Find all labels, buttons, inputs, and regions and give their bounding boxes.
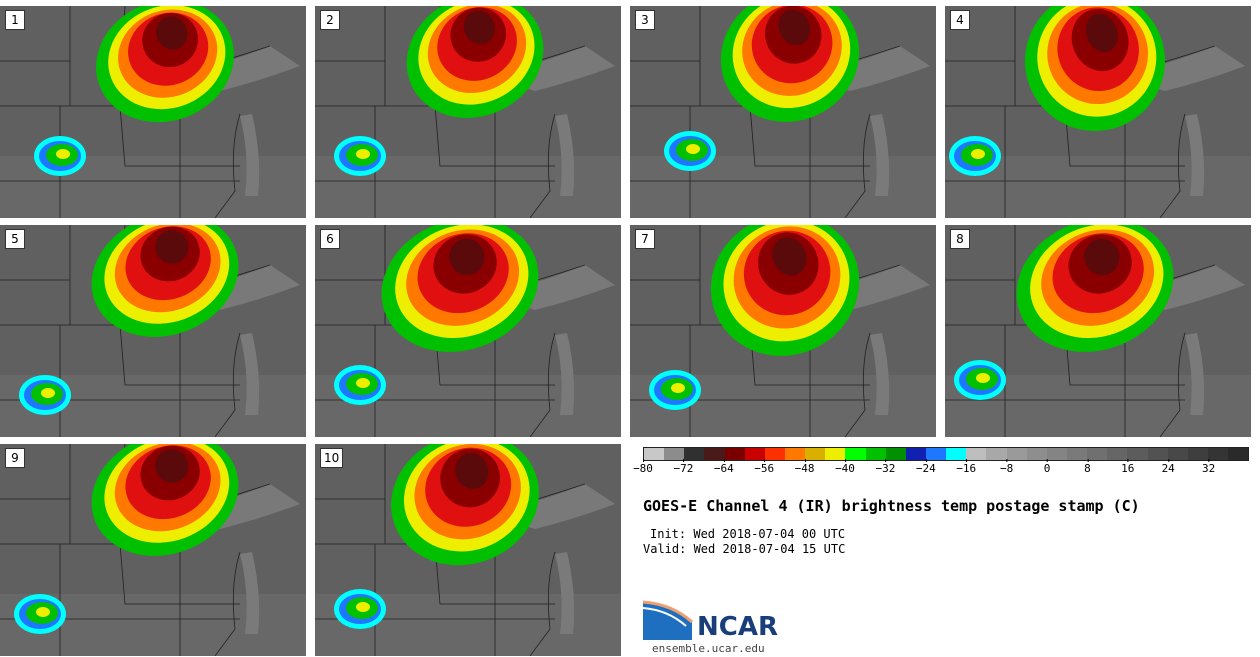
valid-time: Valid: Wed 2018-07-04 15 UTC <box>643 542 846 556</box>
colorbar-tick-label: 0 <box>1043 459 1051 475</box>
colorbar-segment <box>925 448 947 460</box>
colorbar-segment <box>1066 448 1088 460</box>
panel-number-label: 4 <box>950 10 970 30</box>
colorbar-segment <box>1207 448 1229 460</box>
panel-map: 3 <box>630 6 936 218</box>
satellite-ir-map <box>315 444 621 656</box>
panel-map: 4 <box>945 6 1251 218</box>
init-time: Init: Wed 2018-07-04 00 UTC <box>650 527 846 541</box>
colorbar-segment <box>784 448 806 460</box>
satellite-ir-map <box>0 6 306 218</box>
panel-number-label: 6 <box>320 229 340 249</box>
colorbar-segment <box>905 448 926 460</box>
colorbar-segment <box>1006 448 1027 460</box>
colorbar-segment <box>1228 448 1249 460</box>
colorbar-segment <box>986 448 1007 460</box>
colorbar-segment <box>1167 448 1188 460</box>
panel-map: 10 <box>315 444 621 656</box>
panel-map: 7 <box>630 225 936 437</box>
colorbar-segment <box>724 448 745 460</box>
colorbar-segment <box>704 448 725 460</box>
chart-title: GOES-E Channel 4 (IR) brightness temp po… <box>643 497 1140 515</box>
satellite-ir-map <box>0 444 306 656</box>
satellite-ir-map <box>315 6 621 218</box>
colorbar-segment <box>865 448 886 460</box>
ncar-logo-icon <box>642 600 694 640</box>
colorbar-segment <box>684 448 705 460</box>
panel-map: 9 <box>0 444 306 656</box>
satellite-ir-map <box>0 225 306 437</box>
colorbar-tick-label: −40 <box>835 459 855 475</box>
colorbar <box>643 447 1249 461</box>
panel-number-label: 8 <box>950 229 970 249</box>
colorbar-segment <box>1046 448 1067 460</box>
panel-map: 8 <box>945 225 1251 437</box>
logo-url: ensemble.ucar.edu <box>652 642 765 655</box>
colorbar-tick-label: −72 <box>673 459 694 475</box>
colorbar-segment <box>946 448 967 460</box>
colorbar-tick-label: −16 <box>956 459 977 475</box>
satellite-ir-map <box>630 6 936 218</box>
colorbar-tick-label: −56 <box>754 459 775 475</box>
colorbar-tick-label: 32 <box>1201 459 1216 475</box>
colorbar-segment <box>885 448 906 460</box>
satellite-ir-map <box>945 225 1251 437</box>
colorbar-segment <box>1087 448 1108 460</box>
colorbar-tick-label: −80 <box>633 459 653 475</box>
colorbar-tick-label: −64 <box>713 459 734 475</box>
colorbar-tick-label: 24 <box>1161 459 1175 475</box>
colorbar-tick-label: −24 <box>915 459 936 475</box>
colorbar-tick-label: −32 <box>875 459 896 475</box>
satellite-ir-map <box>630 225 936 437</box>
panel-map: 6 <box>315 225 621 437</box>
colorbar-segment <box>1107 448 1128 460</box>
panel-number-label: 2 <box>320 10 340 30</box>
colorbar-segment <box>825 448 846 460</box>
panel-number-label: 3 <box>635 10 655 30</box>
colorbar-segment <box>1187 448 1208 460</box>
colorbar-tick-label: −48 <box>794 459 815 475</box>
colorbar-segment <box>966 448 987 460</box>
colorbar-tick-label: 16 <box>1121 459 1135 475</box>
panel-number-label: 9 <box>5 448 25 468</box>
colorbar-segment <box>644 448 665 460</box>
colorbar-segment <box>1147 448 1168 460</box>
colorbar-segment <box>845 448 866 460</box>
colorbar-tick-label: −8 <box>999 459 1014 475</box>
colorbar-segment <box>764 448 785 460</box>
colorbar-segment <box>805 448 826 460</box>
colorbar-segment <box>1026 448 1047 460</box>
panel-map: 5 <box>0 225 306 437</box>
panel-number-label: 1 <box>5 10 25 30</box>
logo-wordmark: NCAR <box>697 612 778 642</box>
colorbar-segment <box>664 448 685 460</box>
panel-number-label: 7 <box>635 229 655 249</box>
colorbar-tick-label: 8 <box>1084 459 1091 475</box>
colorbar-ticks: −80 −72 −64 −56 −48 −40 −32 −24 −16 −8 0 8 16 24 32 <box>633 459 1249 482</box>
satellite-ir-map <box>315 225 621 437</box>
satellite-ir-map <box>945 6 1251 218</box>
panel-number-label: 10 <box>320 448 344 468</box>
panel-map: 2 <box>315 6 621 218</box>
colorbar-segment <box>744 448 765 460</box>
panel-number-label: 5 <box>5 229 25 249</box>
colorbar-segment <box>1127 448 1148 460</box>
panel-map: 1 <box>0 6 306 218</box>
